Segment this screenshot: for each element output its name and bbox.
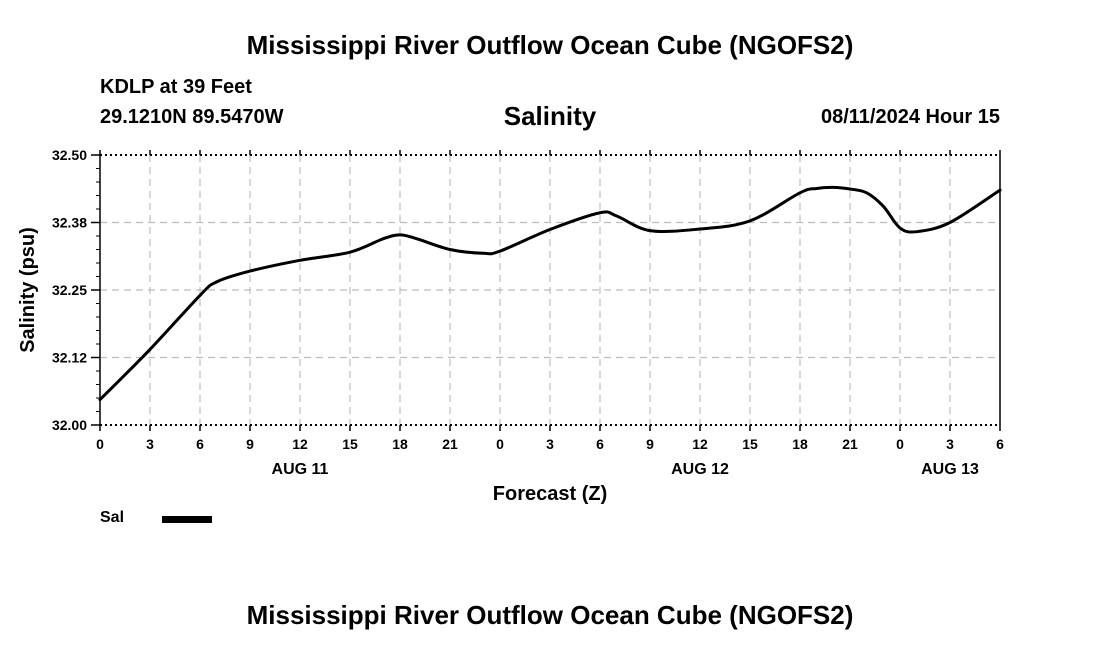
x-tick-label: 12: [292, 436, 308, 452]
footer-title: Mississippi River Outflow Ocean Cube (NG…: [246, 600, 854, 630]
x-tick-label: 18: [792, 436, 808, 452]
x-tick-label: 6: [596, 436, 604, 452]
x-tick-label: 21: [442, 436, 458, 452]
x-tick-label: 18: [392, 436, 408, 452]
y-tick-label: 32.12: [52, 350, 87, 366]
station-coordinates: 29.1210N 89.5470W: [100, 106, 284, 128]
y-tick-label: 32.00: [52, 417, 87, 433]
x-tick-label: 9: [646, 436, 654, 452]
y-tick-label: 32.50: [52, 147, 87, 163]
x-axis-title: Forecast (Z): [493, 483, 607, 505]
legend-line-swatch: [162, 516, 212, 523]
x-tick-label: 0: [96, 436, 104, 452]
x-date-label: AUG 11: [272, 461, 329, 478]
x-tick-label: 12: [692, 436, 708, 452]
y-tick-label: 32.25: [52, 282, 87, 298]
x-tick-label: 3: [946, 436, 954, 452]
x-tick-label: 15: [742, 436, 758, 452]
x-tick-label: 15: [342, 436, 358, 452]
x-tick-label: 0: [896, 436, 904, 452]
x-tick-label: 6: [196, 436, 204, 452]
salinity-series-line: [98, 185, 1002, 402]
x-tick-label: 6: [996, 436, 1004, 452]
legend-label: Sal: [100, 509, 125, 526]
forecast-timestamp: 08/11/2024 Hour 15: [820, 106, 1000, 128]
x-tick-label: 9: [246, 436, 254, 452]
station-label: KDLP at 39 Feet: [100, 76, 252, 98]
y-tick-label: 32.38: [52, 215, 87, 231]
x-date-label: AUG 12: [671, 461, 729, 478]
x-date-label: AUG 13: [921, 461, 979, 478]
x-tick-label: 3: [146, 436, 154, 452]
x-tick-label: 3: [546, 436, 554, 452]
chart-subtitle: Salinity: [503, 101, 597, 131]
x-tick-label: 21: [842, 436, 858, 452]
chart-main-title: Mississippi River Outflow Ocean Cube (NG…: [246, 30, 854, 60]
x-tick-label: 0: [496, 436, 504, 452]
y-axis-title: Salinity (psu): [17, 227, 39, 353]
